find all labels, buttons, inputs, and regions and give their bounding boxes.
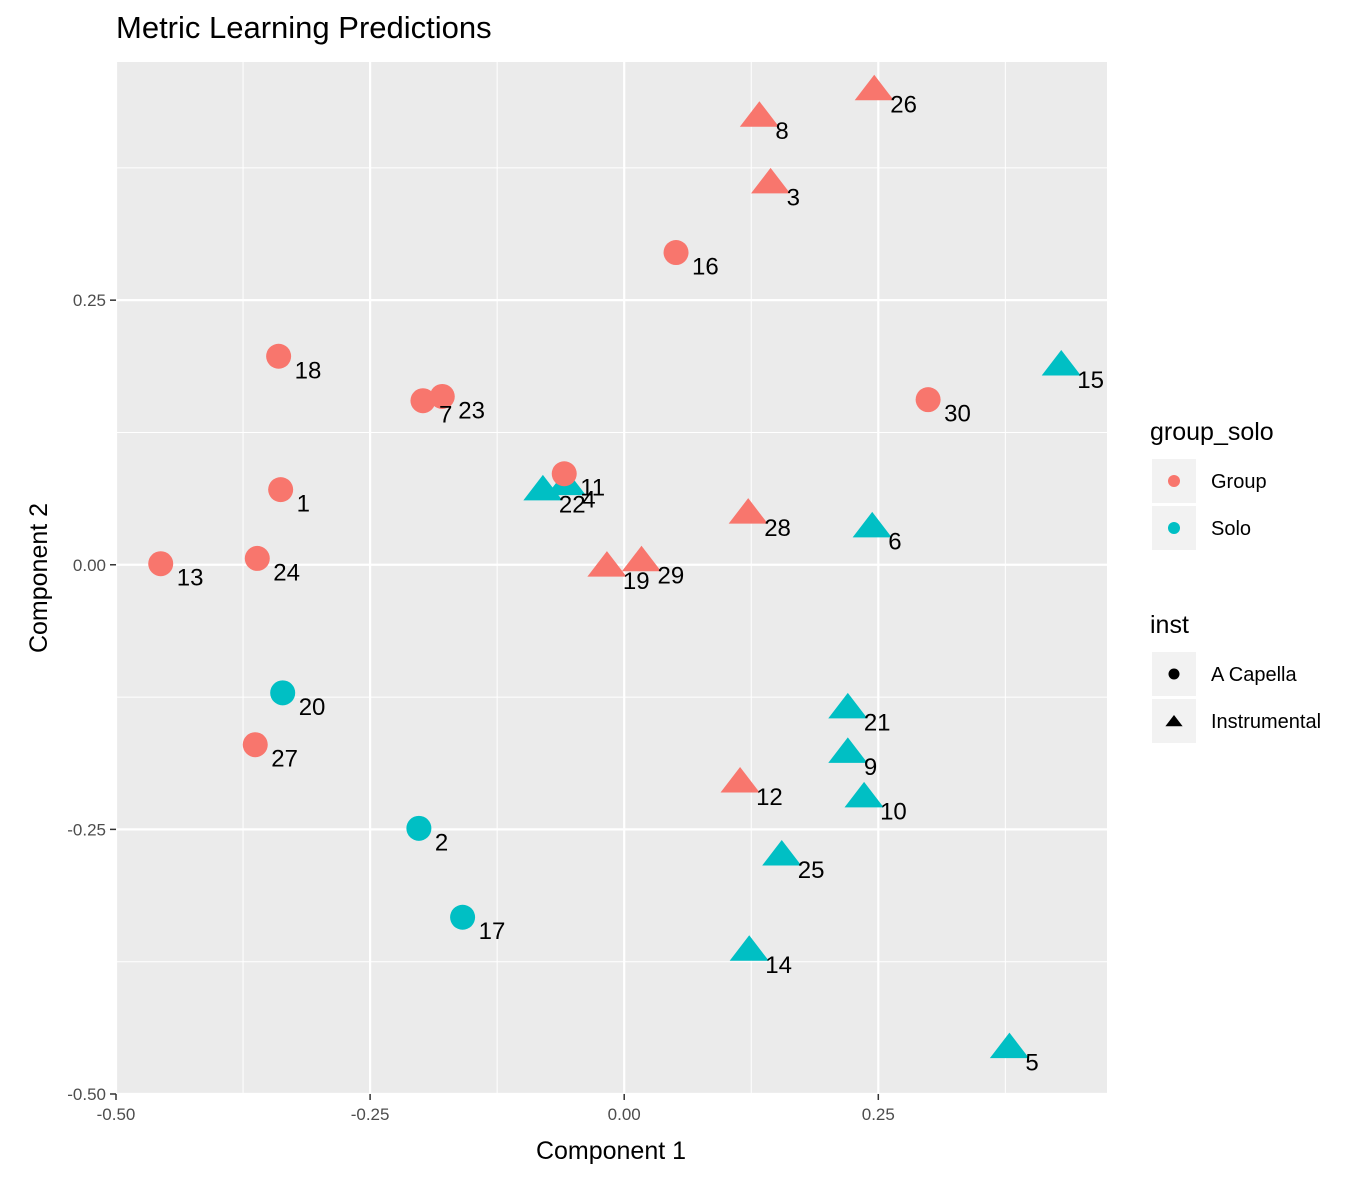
x-tick-label: -0.50 [97, 1105, 136, 1124]
legend: group_solo Group Solo inst A Capella Instrume… [1150, 418, 1321, 743]
point-5 [989, 1032, 1029, 1059]
point-10 [844, 781, 884, 808]
point-label-1: 1 [297, 491, 310, 518]
point-label-29: 29 [657, 563, 684, 590]
point-8 [739, 101, 779, 127]
grid-lines [114, 62, 1107, 1096]
legend-key-solo [1168, 522, 1180, 534]
point-label-19: 19 [623, 568, 650, 595]
axes: -0.50 -0.25 0.00 0.25 -0.50 -0.25 0.00 0.25 [67, 291, 895, 1124]
point-27 [242, 732, 268, 758]
point-label-17: 17 [479, 918, 506, 945]
point-25 [762, 840, 802, 866]
point-13 [148, 551, 174, 577]
point-label-12: 12 [756, 784, 783, 811]
point-7 [410, 388, 436, 414]
x-tick-label: -0.25 [351, 1105, 390, 1124]
point-label-21: 21 [864, 710, 891, 737]
plot-panel [116, 62, 1107, 1094]
point-12 [720, 767, 760, 793]
point-label-2: 2 [435, 829, 448, 856]
point-24 [244, 545, 270, 571]
y-tick-label: -0.50 [67, 1085, 106, 1104]
point-23 [429, 383, 455, 409]
legend-key-circle [1168, 668, 1180, 680]
point-14 [729, 935, 769, 961]
y-axis-title: Component 2 [25, 503, 53, 653]
point-label-30: 30 [944, 401, 971, 428]
point-label-15: 15 [1077, 367, 1104, 394]
point-2 [406, 815, 432, 841]
point-label-6: 6 [888, 529, 901, 556]
point-label-10: 10 [880, 799, 907, 826]
point-22 [523, 474, 563, 501]
point-label-5: 5 [1025, 1049, 1038, 1076]
x-tick-label: 0.25 [862, 1105, 895, 1124]
point-18 [266, 343, 292, 369]
point-label-23: 23 [458, 397, 485, 424]
point-20 [270, 680, 296, 706]
legend-key-triangle [1165, 715, 1183, 727]
point-label-3: 3 [787, 185, 800, 212]
legend-label-0-1: Solo [1211, 518, 1251, 540]
point-29 [621, 545, 662, 572]
point-6 [852, 511, 892, 538]
point-label-4: 4 [582, 486, 595, 513]
point-17 [450, 904, 476, 930]
point-label-7: 7 [439, 402, 452, 429]
y-tick-label: 0.00 [73, 556, 106, 575]
point-3 [751, 167, 791, 194]
x-axis-title: Component 1 [536, 1137, 686, 1165]
point-label-22: 22 [559, 492, 586, 519]
point-19 [587, 551, 627, 577]
y-tick-label: -0.25 [67, 820, 106, 839]
point-label-18: 18 [295, 357, 322, 384]
point-15 [1041, 349, 1081, 376]
x-tick-label: 0.00 [608, 1105, 641, 1124]
legend-label-1-0: A Capella [1211, 664, 1297, 686]
point-21 [828, 692, 868, 719]
data-points [148, 74, 1081, 1059]
point-label-28: 28 [764, 515, 791, 542]
point-label-14: 14 [765, 952, 792, 979]
legend-title-0: group_solo [1150, 418, 1274, 446]
point-label-20: 20 [299, 694, 326, 721]
y-tick-label: 0.25 [73, 291, 106, 310]
point-label-16: 16 [692, 254, 719, 281]
legend-label-1-1: Instrumental [1211, 711, 1321, 733]
point-label-9: 9 [864, 754, 877, 781]
point-labels: 1234567891011121314151617181920212223242… [177, 92, 1104, 1077]
point-26 [854, 74, 894, 101]
point-30 [915, 387, 941, 413]
point-label-25: 25 [798, 857, 825, 884]
legend-title-1: inst [1150, 611, 1189, 639]
point-28 [728, 498, 768, 524]
point-11 [551, 461, 577, 487]
chart-title: Metric Learning Predictions [116, 10, 492, 45]
point-1 [268, 477, 294, 503]
point-label-13: 13 [177, 565, 204, 592]
point-label-27: 27 [271, 746, 298, 773]
legend-label-0-0: Group [1211, 471, 1267, 493]
point-label-26: 26 [890, 92, 917, 119]
point-label-11: 11 [580, 475, 605, 502]
point-16 [663, 240, 689, 266]
point-9 [828, 737, 868, 763]
point-label-24: 24 [273, 559, 300, 586]
point-label-8: 8 [775, 118, 788, 145]
legend-key-group [1168, 475, 1180, 487]
